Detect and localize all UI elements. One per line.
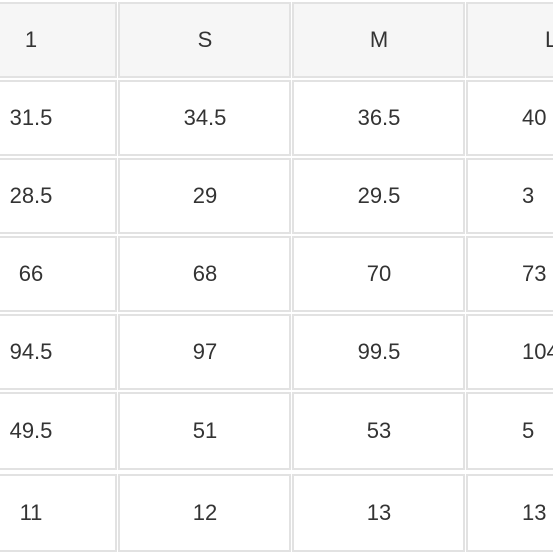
header-text: 1 xyxy=(24,27,38,52)
cell-text: 11 xyxy=(19,500,43,525)
header-text: M xyxy=(369,27,389,52)
cell-text: 29.5 xyxy=(357,183,401,208)
table-cell xyxy=(118,80,291,156)
table-cell xyxy=(118,158,291,234)
table-cell xyxy=(466,314,553,390)
cell-text: 13 xyxy=(522,500,547,525)
table-cell xyxy=(118,392,291,470)
table-cell xyxy=(466,80,553,156)
table-cell xyxy=(466,236,553,312)
cell-text: 5 xyxy=(522,418,535,443)
table-cell xyxy=(292,314,465,390)
table-cell xyxy=(0,392,117,470)
cell-text: 29 xyxy=(192,183,218,208)
cell-text: 3 xyxy=(522,183,535,208)
header-cell xyxy=(118,2,291,78)
header-text: L xyxy=(545,27,553,52)
table-cell xyxy=(118,236,291,312)
cell-text: 12 xyxy=(192,500,218,525)
table-cell xyxy=(118,474,291,552)
cell-text: 68 xyxy=(192,261,218,286)
table-cell xyxy=(466,474,553,552)
table-cell xyxy=(0,236,117,312)
table-cell xyxy=(292,80,465,156)
cell-text: 70 xyxy=(366,261,392,286)
cell-text: 94.5 xyxy=(9,339,53,364)
cell-text: 73 xyxy=(522,261,547,286)
cell-text: 66 xyxy=(18,261,44,286)
cell-text: 28.5 xyxy=(9,183,53,208)
header-cell xyxy=(0,2,117,78)
table-cell xyxy=(0,158,117,234)
table-cell xyxy=(292,158,465,234)
table-cell xyxy=(292,392,465,470)
table-cell xyxy=(0,80,117,156)
cell-text: 36.5 xyxy=(357,105,401,130)
header-cell xyxy=(292,2,465,78)
cell-text: 51 xyxy=(192,418,218,443)
table-cell xyxy=(0,474,117,552)
cell-text: 97 xyxy=(192,339,218,364)
table-cell xyxy=(466,392,553,470)
header-text: S xyxy=(197,27,213,52)
cell-text: 99.5 xyxy=(357,339,401,364)
header-cell xyxy=(466,2,553,78)
cell-text: 40 xyxy=(522,105,547,130)
cell-text: 49.5 xyxy=(9,418,53,443)
table-cell xyxy=(292,236,465,312)
cell-text: 53 xyxy=(366,418,392,443)
table-cell xyxy=(118,314,291,390)
cell-text: 104 xyxy=(522,339,553,364)
cell-text: 13 xyxy=(366,500,392,525)
table-cell xyxy=(466,158,553,234)
cell-text: 31.5 xyxy=(9,105,53,130)
cell-text: 34.5 xyxy=(183,105,227,130)
table-cell xyxy=(292,474,465,552)
table-cell xyxy=(0,314,117,390)
